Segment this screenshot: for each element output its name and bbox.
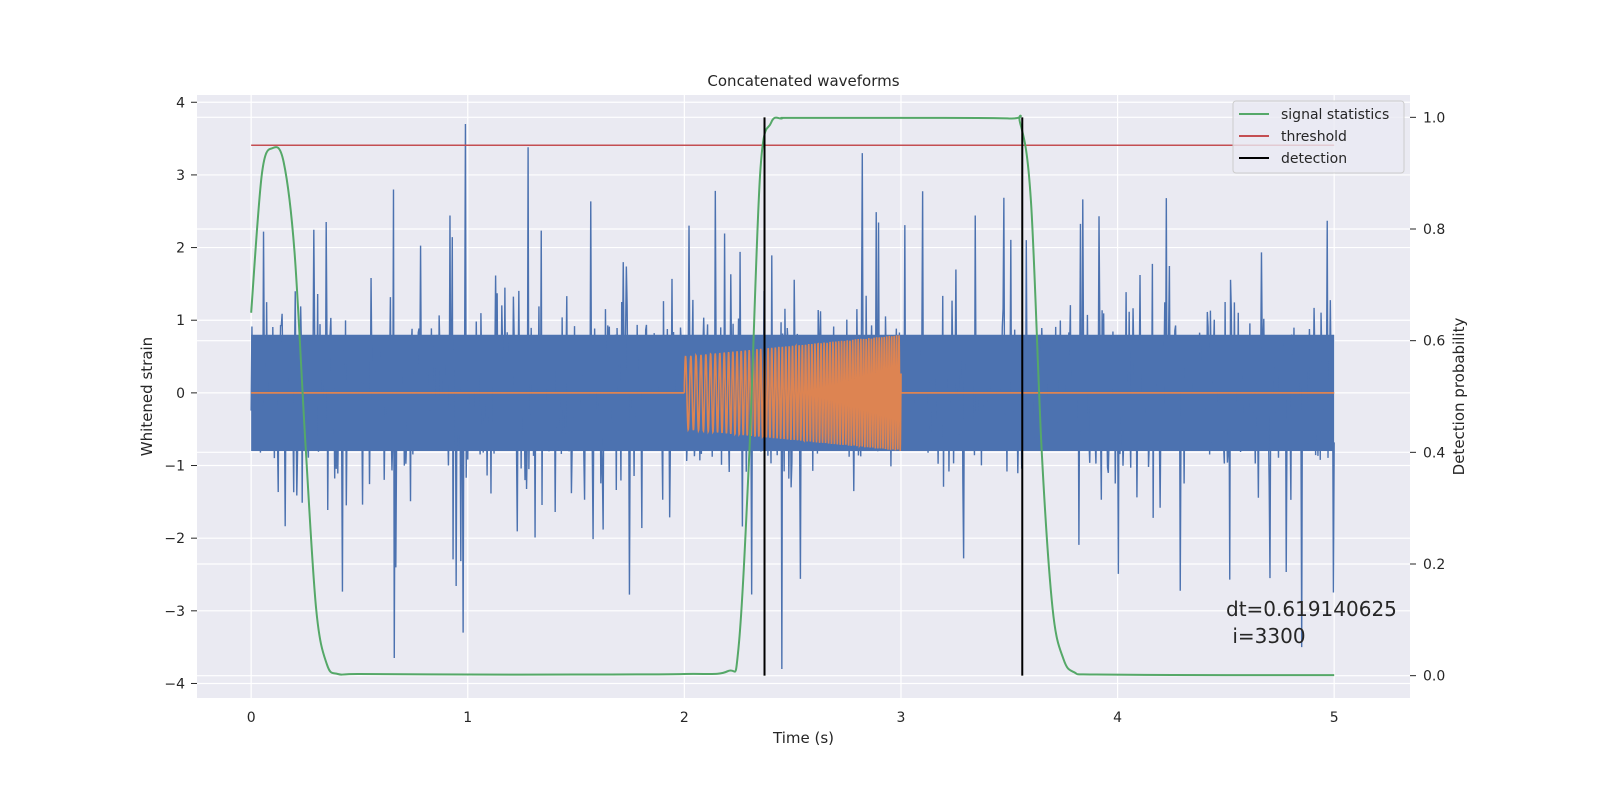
y2-tick-label: 0.2 [1423, 557, 1445, 573]
y-tick-label: 2 [176, 241, 185, 257]
y2-tick-label: 0.8 [1423, 222, 1445, 238]
legend-label-signal-statistics: signal statistics [1281, 107, 1389, 123]
x-tick-label: 3 [897, 710, 906, 726]
x-tick-label: 4 [1113, 710, 1122, 726]
signal-statistics-series [250, 114, 1335, 677]
y2-tick-label: 0.0 [1423, 669, 1445, 685]
y-tick-label: −3 [164, 604, 185, 620]
y-tick-label: −4 [164, 676, 185, 692]
y2-tick-label: 1.0 [1423, 110, 1445, 126]
y2-axis-label: Detection probability [1450, 318, 1468, 476]
y-axis-label: Whitened strain [138, 337, 156, 456]
x-tick-label: 5 [1330, 710, 1339, 726]
x-axis-label: Time (s) [772, 729, 834, 747]
y-axis-left: −4 −3 −2 −1 0 1 2 3 4 [164, 95, 197, 692]
injection-series [251, 335, 1335, 451]
y2-tick-label: 0.4 [1423, 445, 1445, 461]
annotation-dt: dt=0.619140625 [1226, 597, 1397, 621]
y-tick-label: −1 [164, 459, 185, 475]
signal-statistics-line [250, 114, 1335, 677]
x-axis: 0 1 2 3 4 5 [247, 710, 1339, 726]
y2-tick-label: 0.6 [1423, 334, 1445, 350]
y-tick-label: 1 [176, 313, 185, 329]
legend-box [1232, 100, 1405, 174]
legend: signal statistics threshold detection [1232, 100, 1405, 174]
x-tick-label: 1 [463, 710, 472, 726]
legend-label-threshold: threshold [1281, 129, 1347, 145]
y-tick-label: 3 [176, 168, 185, 184]
legend-label-detection: detection [1281, 151, 1347, 167]
x-tick-label: 2 [680, 710, 689, 726]
injection-chirp [683, 335, 902, 451]
chart-title: Concatenated waveforms [707, 72, 899, 90]
y-axis-right: 0.0 0.2 0.4 0.6 0.8 1.0 [1410, 110, 1445, 685]
detection-series [763, 117, 1024, 676]
y-tick-label: 0 [176, 386, 185, 402]
annotation-index: i=3300 [1226, 624, 1306, 648]
y-tick-label: −2 [164, 531, 185, 547]
y-tick-label: 4 [176, 95, 185, 111]
x-tick-label: 0 [247, 710, 256, 726]
